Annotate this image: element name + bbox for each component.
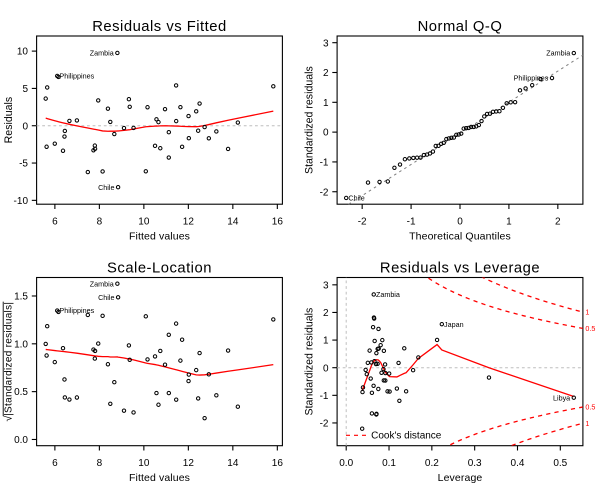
svg-text:-2: -2	[320, 187, 329, 198]
svg-text:Residuals vs Fitted: Residuals vs Fitted	[92, 19, 227, 35]
svg-text:0.2: 0.2	[425, 458, 439, 469]
svg-text:√: √	[3, 415, 15, 422]
svg-text:10: 10	[17, 47, 29, 58]
svg-text:Cook's distance: Cook's distance	[371, 431, 442, 442]
svg-text:0.5: 0.5	[553, 458, 567, 469]
svg-text:16: 16	[272, 458, 284, 469]
svg-text:0.0: 0.0	[14, 435, 28, 446]
svg-text:1: 1	[585, 308, 589, 317]
svg-text:0.5: 0.5	[14, 387, 28, 398]
svg-text:Zambia: Zambia	[90, 279, 114, 288]
svg-text:-1: -1	[320, 391, 329, 402]
svg-text:-1: -1	[320, 158, 329, 169]
svg-text:Residuals vs Leverage: Residuals vs Leverage	[380, 261, 540, 277]
svg-text:0.4: 0.4	[511, 458, 525, 469]
svg-text:6: 6	[52, 217, 58, 228]
svg-text:Leverage: Leverage	[438, 472, 483, 483]
svg-text:Normal Q-Q: Normal Q-Q	[418, 19, 503, 35]
svg-text:Zambia: Zambia	[90, 49, 114, 58]
svg-text:0.3: 0.3	[468, 458, 482, 469]
svg-text:Fitted values: Fitted values	[129, 231, 190, 243]
svg-text:-1: -1	[407, 217, 416, 228]
svg-text:Japan: Japan	[444, 320, 464, 329]
svg-text:-10: -10	[14, 196, 29, 207]
svg-text:0: 0	[323, 363, 329, 374]
svg-text:10: 10	[138, 458, 150, 469]
svg-text:Libya: Libya	[553, 393, 570, 402]
svg-text:0.5: 0.5	[585, 324, 595, 333]
svg-text:0.5: 0.5	[585, 403, 595, 412]
svg-text:8: 8	[97, 458, 103, 469]
svg-text:2: 2	[323, 68, 329, 79]
svg-text:1: 1	[585, 419, 589, 428]
svg-text:Philippines: Philippines	[59, 72, 94, 81]
svg-text:|Standardized residuals|: |Standardized residuals|	[4, 302, 15, 416]
svg-text:Residuals: Residuals	[3, 97, 15, 144]
svg-text:1: 1	[323, 336, 329, 347]
svg-text:2: 2	[323, 308, 329, 319]
svg-text:0: 0	[22, 121, 28, 132]
svg-text:0: 0	[457, 217, 463, 228]
svg-text:1.5: 1.5	[14, 292, 28, 303]
svg-text:0.0: 0.0	[339, 458, 353, 469]
svg-text:0.1: 0.1	[382, 458, 396, 469]
svg-text:Chile: Chile	[98, 293, 114, 302]
svg-text:Chile: Chile	[98, 183, 114, 192]
svg-text:1: 1	[323, 98, 329, 109]
svg-text:Philippines: Philippines	[59, 306, 94, 315]
svg-text:1.0: 1.0	[14, 339, 28, 350]
svg-text:12: 12	[183, 458, 195, 469]
svg-text:Philippines: Philippines	[514, 74, 549, 83]
svg-text:6: 6	[52, 458, 58, 469]
svg-text:-2: -2	[320, 419, 329, 430]
svg-text:10: 10	[138, 217, 150, 228]
svg-text:8: 8	[97, 217, 103, 228]
svg-text:Zambia: Zambia	[376, 290, 400, 299]
svg-text:-2: -2	[358, 217, 367, 228]
svg-text:3: 3	[323, 280, 329, 291]
svg-text:0: 0	[323, 128, 329, 139]
svg-text:Standardized residuals: Standardized residuals	[303, 308, 315, 416]
svg-text:1: 1	[506, 217, 512, 228]
svg-text:14: 14	[227, 458, 239, 469]
svg-text:Standardized residuals: Standardized residuals	[303, 66, 315, 174]
svg-text:14: 14	[227, 217, 239, 228]
svg-text:-5: -5	[19, 159, 28, 170]
svg-text:Theoretical Quantiles: Theoretical Quantiles	[409, 231, 511, 243]
svg-text:2: 2	[555, 217, 561, 228]
svg-text:16: 16	[272, 217, 284, 228]
svg-text:3: 3	[323, 38, 329, 49]
svg-text:Scale-Location: Scale-Location	[107, 261, 212, 277]
svg-text:5: 5	[22, 84, 28, 95]
svg-text:Zambia: Zambia	[546, 49, 570, 58]
svg-text:Fitted values: Fitted values	[129, 472, 190, 483]
svg-text:12: 12	[183, 217, 195, 228]
svg-text:Chile: Chile	[348, 194, 364, 203]
